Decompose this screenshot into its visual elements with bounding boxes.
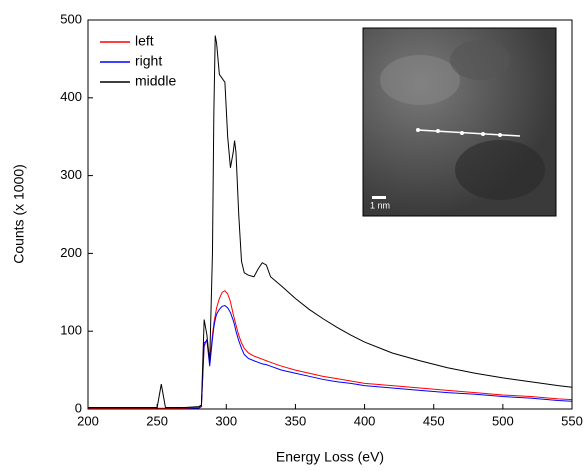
- x-tick-label: 350: [285, 413, 307, 428]
- x-tick-label: 200: [77, 413, 99, 428]
- y-tick-label: 100: [60, 323, 82, 338]
- plot-frame: [87, 19, 573, 410]
- y-tick-label: 300: [60, 167, 82, 182]
- y-axis-title: Counts (x 1000): [11, 164, 27, 264]
- x-tick-label: 450: [423, 413, 445, 428]
- series-line: [88, 35, 573, 408]
- series-line: [88, 304, 573, 410]
- legend-label: left: [135, 33, 154, 49]
- y-tick-label: 200: [60, 245, 82, 260]
- y-tick-label: 500: [60, 11, 82, 26]
- x-tick-label: 550: [561, 413, 583, 428]
- inset-scale-label: 1 nm: [370, 200, 390, 210]
- y-tick-label: 400: [60, 89, 82, 104]
- legend-label: right: [135, 53, 162, 69]
- x-tick-label: 500: [492, 413, 514, 428]
- legend-label: middle: [135, 73, 176, 89]
- x-tick-label: 400: [354, 413, 376, 428]
- x-axis-title: Energy Loss (eV): [276, 449, 384, 465]
- y-tick-label: 0: [75, 400, 82, 415]
- inset-image: [362, 27, 557, 217]
- x-tick-label: 250: [146, 413, 168, 428]
- x-tick-label: 300: [215, 413, 237, 428]
